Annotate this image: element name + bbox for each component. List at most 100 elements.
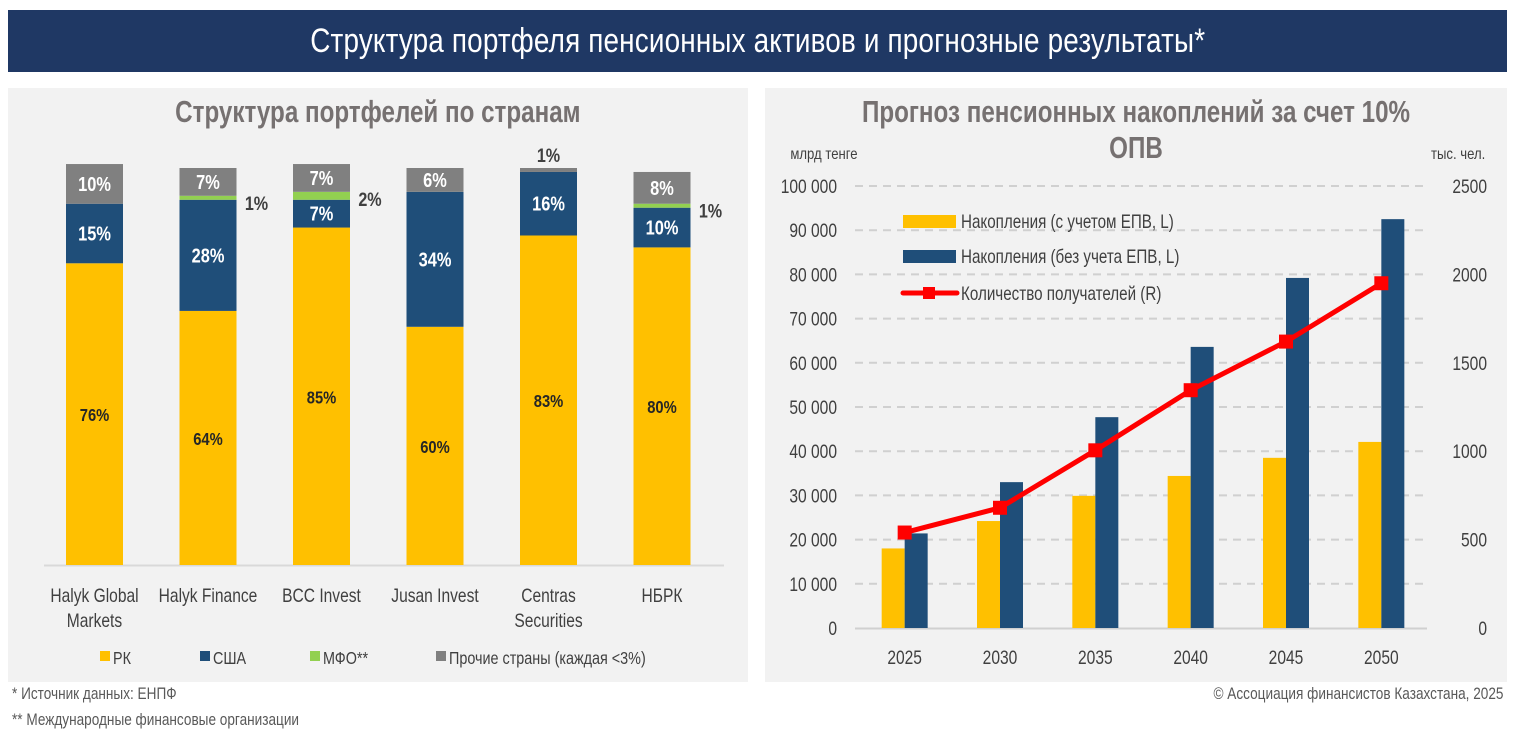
data-label: 1% xyxy=(537,145,561,167)
data-label: 6% xyxy=(423,168,447,191)
category-label: Centras xyxy=(521,585,576,607)
category-label: Securities xyxy=(514,610,583,632)
legend-label: Накопления (с учетом ЕПВ, L) xyxy=(961,210,1174,232)
left-tick-label: 10 000 xyxy=(789,573,837,595)
data-label: 7% xyxy=(196,170,220,193)
bar-segment-1 xyxy=(520,171,577,236)
bar-segment-3 xyxy=(66,164,123,204)
right-tick-label: 0 xyxy=(1478,618,1487,640)
data-label: 1% xyxy=(699,200,723,222)
bar-without-epv xyxy=(1286,277,1309,628)
bar-segment-3 xyxy=(293,164,350,192)
category-label: Jusan Invest xyxy=(391,585,479,607)
right-tick-label: 2000 xyxy=(1452,264,1487,286)
x-tick-label: 2050 xyxy=(1364,647,1399,669)
bar-segment-2 xyxy=(293,191,350,200)
bar-without-epv xyxy=(1095,417,1119,628)
bar-without-epv xyxy=(1000,482,1023,628)
bar-segment-0 xyxy=(66,263,123,565)
category-label: BCC Invest xyxy=(282,585,361,607)
page-title: Структура портфеля пенсионных активов и … xyxy=(309,21,1206,60)
bar-segment-3 xyxy=(633,171,691,204)
left-tick-label: 30 000 xyxy=(789,485,837,507)
bar-with-epv xyxy=(1358,441,1382,628)
category-label: Halyk Global xyxy=(50,585,138,607)
category-label: НБРК xyxy=(642,585,684,607)
recipients-marker xyxy=(1183,383,1198,398)
legend-label: Накопления (без учета ЕПВ, L) xyxy=(961,245,1179,267)
bar-with-epv xyxy=(1167,475,1191,628)
bar-segment-0 xyxy=(179,310,237,565)
legend-label: РК xyxy=(113,649,131,669)
bar-segment-1 xyxy=(633,207,691,248)
left-chart-title: Структура портфелей по странам xyxy=(175,94,581,129)
copyright: © Ассоциация финансистов Казахстана, 202… xyxy=(1213,684,1503,703)
left-tick-label: 100 000 xyxy=(781,176,837,198)
portfolio-structure-panel: Структура портфелей по странам 76% 15% 10%… xyxy=(8,88,748,682)
bar-segment-2 xyxy=(633,203,691,208)
bar-segment-2 xyxy=(179,195,237,200)
data-label: 10% xyxy=(78,172,111,195)
data-label: 15% xyxy=(78,222,111,245)
right-chart-title: Прогноз пенсионных накоплений за счет 10… xyxy=(861,94,1411,165)
legend-label: МФО** xyxy=(323,649,369,669)
bar-with-epv xyxy=(881,548,905,628)
bar-segment-3 xyxy=(520,168,577,172)
left-tick-label: 50 000 xyxy=(789,397,837,419)
left-axis-unit: млрд тенге xyxy=(790,146,858,163)
data-label: 7% xyxy=(310,202,334,225)
right-tick-label: 1000 xyxy=(1452,441,1487,463)
recipients-marker xyxy=(1374,276,1389,291)
legend-swatch-2 xyxy=(310,651,320,661)
recipients-marker xyxy=(1088,443,1103,458)
legend-swatch-1 xyxy=(903,250,956,263)
bar-segment-3 xyxy=(406,168,464,192)
left-tick-label: 40 000 xyxy=(789,441,837,463)
data-label: 64% xyxy=(193,430,223,450)
portfolio-structure-chart: 76% 15% 10% Halyk Global Markets 64% 28% 1% 7% Ha… xyxy=(44,145,724,669)
data-label: 16% xyxy=(532,192,565,215)
data-label: 2% xyxy=(358,189,382,211)
recipients-marker xyxy=(993,500,1007,515)
footnote-source: * Источник данных: ЕНПФ xyxy=(12,684,177,703)
data-label: 83% xyxy=(534,392,564,412)
x-tick-label: 2035 xyxy=(1078,647,1113,669)
bar-segment-0 xyxy=(293,227,350,566)
data-label: 28% xyxy=(192,244,225,267)
bar-segment-3 xyxy=(179,168,237,196)
right-tick-label: 500 xyxy=(1461,529,1487,551)
right-axis-unit: тыс. чел. xyxy=(1430,146,1486,163)
data-label: 10% xyxy=(646,216,679,239)
x-tick-label: 2030 xyxy=(983,647,1018,669)
pension-forecast-panel: Прогноз пенсионных накоплений за счет 10… xyxy=(765,88,1507,682)
data-label: 85% xyxy=(307,388,337,408)
bar-without-epv xyxy=(904,533,928,628)
pension-forecast-chart: 0 10 000 20 000 30 000 40 000 50 000 60 000 70 … xyxy=(781,176,1487,669)
x-tick-label: 2040 xyxy=(1173,647,1208,669)
data-label: 7% xyxy=(310,166,334,189)
category-label: Halyk Finance xyxy=(159,585,258,607)
legend-swatch-0 xyxy=(903,215,956,228)
legend-swatch-3 xyxy=(436,651,446,661)
bar-without-epv xyxy=(1190,346,1214,628)
data-label: 34% xyxy=(419,248,452,271)
bar-segment-1 xyxy=(293,199,350,228)
bar-segment-0 xyxy=(406,326,464,565)
right-tick-label: 1500 xyxy=(1452,352,1487,374)
legend-label: Количество получателей (R) xyxy=(961,282,1161,304)
data-label: 76% xyxy=(80,406,110,426)
recipients-line xyxy=(904,281,1383,535)
bar-segment-1 xyxy=(66,203,123,264)
bar-with-epv xyxy=(977,521,1000,628)
legend-marker-swatch xyxy=(923,287,935,299)
right-tick-label: 2500 xyxy=(1452,176,1487,198)
recipients-marker xyxy=(897,525,912,540)
bar-segment-0 xyxy=(633,247,691,565)
left-tick-label: 90 000 xyxy=(789,220,837,242)
left-tick-label: 20 000 xyxy=(789,529,837,551)
data-label: 8% xyxy=(650,176,674,199)
bar-without-epv xyxy=(1381,219,1405,628)
bar-segment-1 xyxy=(406,191,464,327)
left-tick-label: 80 000 xyxy=(789,264,837,286)
legend-label: США xyxy=(213,649,246,669)
